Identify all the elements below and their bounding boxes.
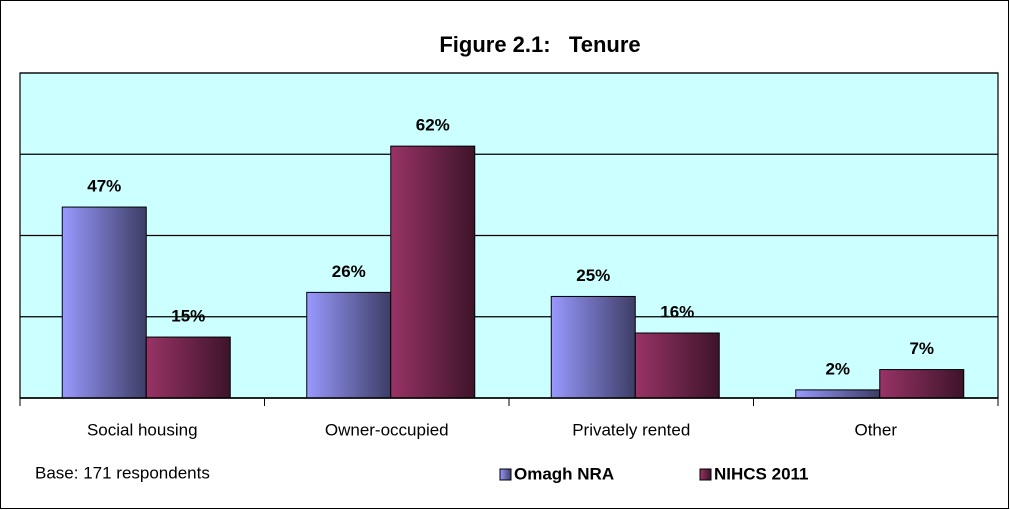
bar xyxy=(390,145,476,399)
bar xyxy=(306,291,392,399)
data-label: 15% xyxy=(171,307,205,326)
x-tick-label: Privately rented xyxy=(572,420,690,439)
data-label: 26% xyxy=(332,262,366,281)
data-label: 62% xyxy=(416,116,450,135)
bar xyxy=(145,336,231,399)
bar xyxy=(61,206,147,399)
bar xyxy=(634,332,720,399)
chart-title: Figure 2.1: Tenure xyxy=(439,32,640,57)
annotation: Base: 171 respondents xyxy=(35,463,210,482)
x-tick-label: Social housing xyxy=(87,420,198,439)
bar xyxy=(879,369,965,399)
legend-label: NIHCS 2011 xyxy=(714,464,809,483)
x-tick-label: Owner-occupied xyxy=(325,420,449,439)
bar xyxy=(550,295,636,399)
data-label: 16% xyxy=(660,302,694,321)
data-label: 7% xyxy=(909,339,934,358)
legend-label: Omagh NRA xyxy=(514,464,614,483)
legend-swatch xyxy=(499,468,512,481)
data-label: 25% xyxy=(576,266,610,285)
bar xyxy=(795,389,881,399)
legend-swatch xyxy=(699,468,712,481)
data-label: 2% xyxy=(825,359,850,378)
data-label: 47% xyxy=(87,177,121,196)
x-tick-label: Other xyxy=(854,420,897,439)
